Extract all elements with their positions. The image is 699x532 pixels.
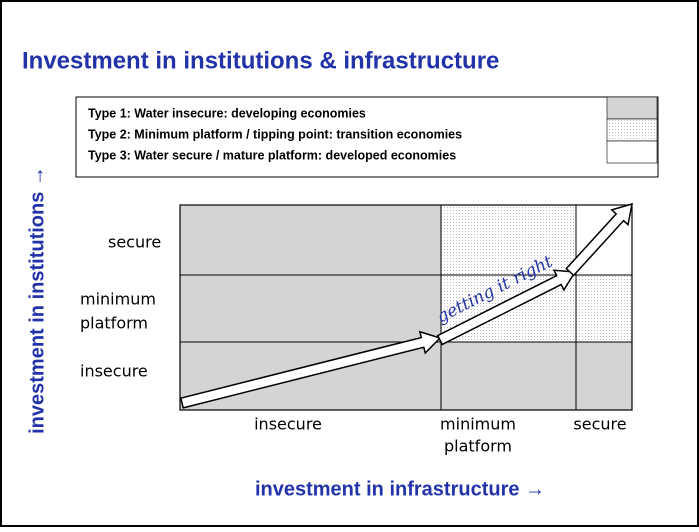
legend-label: Type 1: Water insecure: developing econo… [88, 106, 366, 120]
y-level: insecure [80, 362, 148, 381]
path-arrows [179, 202, 633, 409]
x-level: insecure [254, 415, 322, 434]
x-level: secure [573, 415, 626, 434]
grid [179, 204, 633, 411]
x-level: minimum [440, 415, 516, 434]
arrow [565, 202, 633, 277]
y-level: platform [80, 314, 148, 333]
y-axis-title: investment in institutions → [26, 166, 48, 434]
y-level: minimum [80, 290, 156, 309]
y-level: secure [108, 233, 161, 252]
x-level: platform [444, 437, 512, 456]
legend-swatch [606, 140, 658, 164]
legend-box [75, 96, 659, 178]
x-axis-title: investment in infrastructure → [255, 478, 545, 500]
arrow [436, 269, 577, 346]
legend-swatch [606, 96, 658, 120]
legend-label: Type 2: Minimum platform / tipping point… [88, 127, 462, 141]
legend-label: Type 3: Water secure / mature platform: … [88, 148, 456, 162]
title: Investment in institutions & infrastruct… [22, 47, 499, 74]
legend-swatch [606, 118, 658, 142]
arrow [179, 330, 442, 409]
